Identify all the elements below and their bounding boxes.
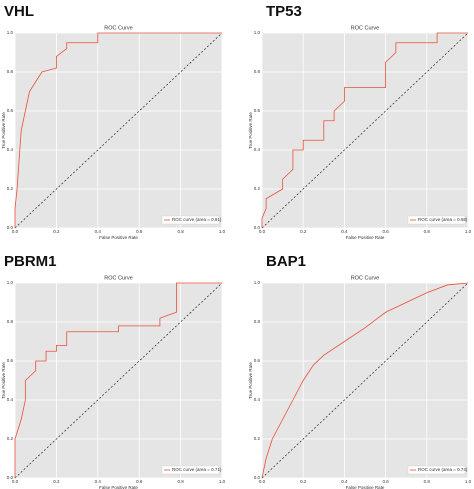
y-axis-label: True Positive Rate <box>248 112 253 149</box>
chart-title: ROC Curve <box>104 25 132 31</box>
legend-label: ROC curve (area = 0.91) <box>172 217 222 222</box>
roc-curve <box>14 32 222 228</box>
x-tick-label: 1.0 <box>465 229 472 234</box>
chart-title: ROC Curve <box>351 25 379 31</box>
y-tick-label: 0.4 <box>7 147 14 152</box>
y-tick-label: 0.8 <box>254 69 261 74</box>
legend-label: ROC curve (area = 0.68) <box>418 217 468 222</box>
x-tick-label: 0.2 <box>53 229 60 234</box>
roc-curve <box>261 282 469 479</box>
y-tick-label: 0.2 <box>254 186 261 191</box>
y-axis-label: True Positive Rate <box>1 362 6 399</box>
x-tick-label: 0.2 <box>53 479 60 484</box>
y-tick-label: 0.0 <box>254 225 261 230</box>
legend-label: ROC curve (area = 0.74) <box>418 467 468 472</box>
x-tick-label: 0.4 <box>95 479 102 484</box>
y-tick-label: 0.8 <box>254 319 261 324</box>
y-tick-label: 0.8 <box>7 69 14 74</box>
x-tick-label: 0.0 <box>259 479 266 484</box>
x-tick-label: 1.0 <box>465 479 472 484</box>
y-axis-label: True Positive Rate <box>248 362 253 399</box>
x-axis-label: False Positive Rate <box>346 235 385 240</box>
y-tick-label: 0.4 <box>7 397 14 402</box>
x-axis-label: False Positive Rate <box>346 485 385 489</box>
panel-label: TP53 <box>266 3 302 20</box>
legend-box <box>407 215 466 225</box>
x-tick-label: 0.2 <box>300 229 307 234</box>
legend-box <box>161 465 220 475</box>
y-tick-label: 0.0 <box>7 225 14 230</box>
x-tick-label: 0.8 <box>424 229 431 234</box>
y-tick-label: 0.2 <box>7 436 14 441</box>
y-tick-label: 0.6 <box>7 108 14 113</box>
x-tick-label: 0.6 <box>382 229 389 234</box>
y-tick-label: 1.0 <box>7 280 14 285</box>
panel-label: PBRM1 <box>4 253 57 270</box>
chance-line <box>14 32 223 229</box>
x-tick-label: 1.0 <box>219 229 226 234</box>
legend-box <box>161 215 220 225</box>
panel-label: BAP1 <box>266 253 306 270</box>
legend-box <box>407 465 466 475</box>
x-tick-label: 0.8 <box>177 229 184 234</box>
panel-label: VHL <box>4 3 34 20</box>
x-axis-label: False Positive Rate <box>99 485 138 489</box>
x-tick-label: 0.2 <box>300 479 307 484</box>
y-tick-label: 0.8 <box>7 319 14 324</box>
x-tick-label: 0.4 <box>341 479 348 484</box>
chance-line <box>261 32 469 229</box>
chance-line <box>261 282 469 479</box>
x-tick-label: 0.8 <box>177 479 184 484</box>
y-tick-label: 1.0 <box>7 30 14 35</box>
roc-curve <box>14 282 222 478</box>
y-axis-label: True Positive Rate <box>1 112 6 149</box>
y-tick-label: 1.0 <box>254 280 261 285</box>
legend-label: ROC curve (area = 0.71) <box>172 467 222 472</box>
x-tick-label: 0.4 <box>95 229 102 234</box>
y-tick-label: 0.6 <box>254 358 261 363</box>
x-tick-label: 0.6 <box>136 229 143 234</box>
chart-title: ROC Curve <box>351 275 379 281</box>
x-tick-label: 0.6 <box>382 479 389 484</box>
x-tick-label: 0.4 <box>341 229 348 234</box>
y-tick-label: 1.0 <box>254 30 261 35</box>
x-tick-label: 0.0 <box>259 229 266 234</box>
x-tick-label: 0.6 <box>136 479 143 484</box>
chart-title: ROC Curve <box>104 275 132 281</box>
y-tick-label: 0.0 <box>254 475 261 480</box>
chance-line <box>14 282 223 479</box>
x-tick-label: 1.0 <box>219 479 226 484</box>
y-tick-label: 0.4 <box>254 397 261 402</box>
y-tick-label: 0.0 <box>7 475 14 480</box>
y-tick-label: 0.4 <box>254 147 261 152</box>
x-tick-label: 0.0 <box>12 229 19 234</box>
y-tick-label: 0.2 <box>7 186 14 191</box>
x-tick-label: 0.0 <box>12 479 19 484</box>
y-tick-label: 0.6 <box>254 108 261 113</box>
x-axis-label: False Positive Rate <box>99 235 138 240</box>
y-tick-label: 0.2 <box>254 436 261 441</box>
x-tick-label: 0.8 <box>424 479 431 484</box>
y-tick-label: 0.6 <box>7 358 14 363</box>
roc-curve <box>261 32 468 228</box>
